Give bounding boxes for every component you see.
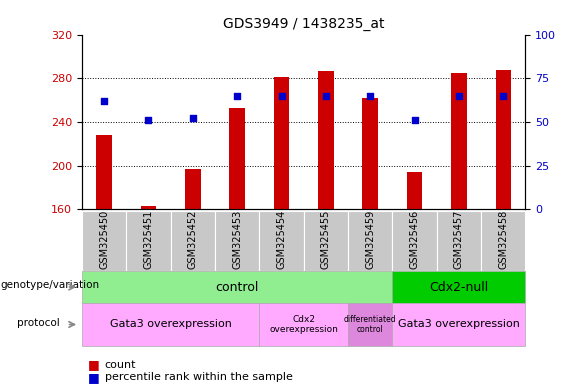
Text: count: count: [105, 360, 136, 370]
Point: [499, 93, 508, 99]
Text: Cdx2-null: Cdx2-null: [429, 281, 489, 293]
Bar: [274, 77, 289, 209]
Point: [188, 115, 197, 121]
Point: [144, 117, 153, 123]
Bar: [407, 172, 422, 209]
Point: [321, 93, 331, 99]
Text: GSM325457: GSM325457: [454, 210, 464, 270]
Text: ■: ■: [88, 371, 99, 384]
Text: Gata3 overexpression: Gata3 overexpression: [110, 319, 232, 329]
Text: protocol: protocol: [17, 318, 60, 328]
Text: GSM325453: GSM325453: [232, 210, 242, 270]
Text: GSM325459: GSM325459: [365, 210, 375, 270]
Text: GSM325458: GSM325458: [498, 210, 508, 270]
Text: GSM325456: GSM325456: [410, 210, 420, 270]
Bar: [97, 135, 112, 209]
Bar: [363, 98, 378, 209]
Bar: [496, 70, 511, 209]
Point: [366, 93, 375, 99]
Text: ■: ■: [88, 358, 99, 371]
Title: GDS3949 / 1438235_at: GDS3949 / 1438235_at: [223, 17, 384, 31]
Point: [410, 117, 419, 123]
Point: [454, 93, 463, 99]
Bar: [141, 206, 156, 209]
Text: Cdx2
overexpression: Cdx2 overexpression: [270, 315, 338, 334]
Point: [99, 98, 108, 104]
Text: genotype/variation: genotype/variation: [1, 280, 99, 290]
Point: [277, 93, 286, 99]
Text: GSM325452: GSM325452: [188, 210, 198, 270]
Text: Gata3 overexpression: Gata3 overexpression: [398, 319, 520, 329]
Text: control: control: [215, 281, 259, 293]
Bar: [451, 73, 467, 209]
Text: differentiated
control: differentiated control: [344, 315, 397, 334]
Bar: [318, 71, 333, 209]
Text: GSM325451: GSM325451: [144, 210, 154, 270]
Text: GSM325450: GSM325450: [99, 210, 109, 270]
Bar: [229, 108, 245, 209]
Text: GSM325455: GSM325455: [321, 210, 331, 270]
Bar: [185, 169, 201, 209]
Text: percentile rank within the sample: percentile rank within the sample: [105, 372, 293, 382]
Text: GSM325454: GSM325454: [276, 210, 286, 270]
Point: [233, 93, 242, 99]
